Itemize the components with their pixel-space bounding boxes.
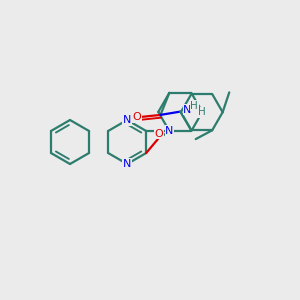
- Text: N: N: [123, 115, 131, 125]
- Text: N: N: [123, 159, 131, 169]
- Text: N: N: [165, 126, 173, 136]
- Text: O: O: [154, 129, 163, 139]
- Text: H: H: [190, 100, 198, 111]
- Text: O: O: [132, 112, 141, 122]
- Text: N: N: [183, 105, 191, 115]
- Text: H: H: [198, 107, 206, 117]
